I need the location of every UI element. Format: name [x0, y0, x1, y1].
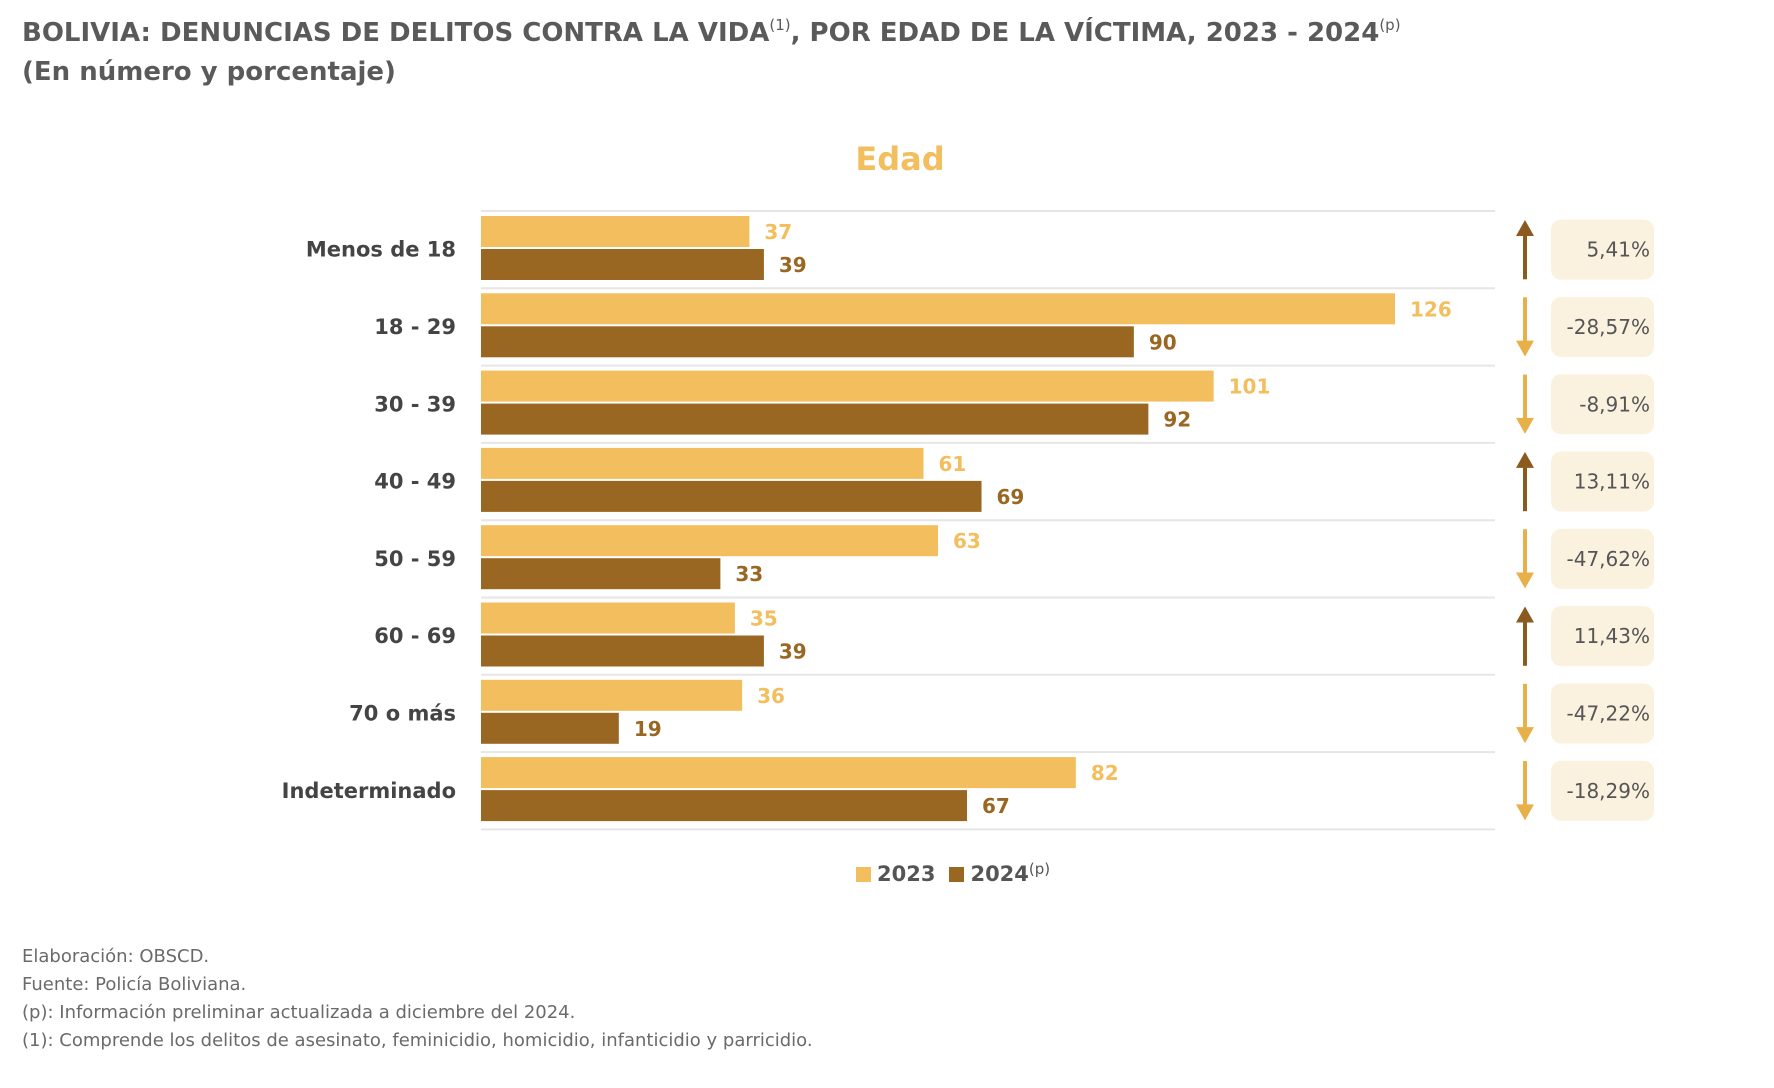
data-label-2023: 126	[1410, 297, 1452, 321]
legend-item-2024: 2024(p)	[949, 860, 1051, 886]
data-label-2023: 35	[750, 607, 778, 631]
data-label-2023: 37	[764, 220, 792, 244]
data-label-2024: 39	[779, 253, 807, 277]
change-badge	[1551, 219, 1654, 280]
legend-label-2023: 2023	[877, 862, 936, 886]
chart-subtitle: (En número y porcentaje)	[22, 57, 396, 87]
change-badge	[1551, 528, 1654, 589]
bar-2024	[481, 790, 968, 822]
arrow-down-head-icon	[1516, 572, 1534, 589]
data-label-2024: 39	[779, 640, 807, 664]
bar-2024	[481, 712, 619, 744]
change-label: 13,11%	[1574, 470, 1650, 494]
data-label-2024: 33	[735, 562, 763, 586]
chart-heading: Edad	[855, 140, 945, 178]
note-preliminar: (p): Información preliminar actualizada …	[22, 1002, 576, 1023]
category-label: 60 - 69	[374, 624, 456, 648]
arrow-up-head-icon	[1516, 606, 1534, 623]
bar-2023	[481, 679, 743, 711]
data-label-2024: 69	[997, 485, 1025, 509]
bar-2024	[481, 480, 982, 512]
arrow-up-head-icon	[1516, 220, 1534, 236]
category-label: Menos de 18	[306, 238, 456, 262]
bar-2023	[481, 293, 1395, 325]
legend-swatch-2023	[856, 866, 871, 882]
change-badge	[1551, 683, 1654, 744]
legend-swatch-2024	[949, 866, 965, 882]
arrow-up-head-icon	[1516, 451, 1534, 468]
data-label-2024: 19	[634, 717, 662, 741]
legend-preliminary-mark: (p)	[1028, 860, 1051, 878]
bar-2024	[481, 249, 764, 280]
bar-2023	[481, 447, 924, 479]
title-main: BOLIVIA: DENUNCIAS DE DELITOS CONTRA LA …	[22, 18, 770, 48]
note-fuente: Fuente: Policía Boliviana.	[22, 974, 247, 995]
data-label-2024: 92	[1163, 408, 1191, 432]
arrow-down-head-icon	[1516, 727, 1534, 744]
bar-2023	[481, 602, 735, 634]
legend: 2023 2024(p)	[856, 860, 1051, 886]
category-label: Indeterminado	[282, 779, 456, 803]
data-label-2023: 82	[1091, 761, 1119, 785]
bar-2024	[481, 635, 764, 667]
change-label: -18,29%	[1567, 779, 1650, 803]
arrow-down-head-icon	[1516, 804, 1534, 821]
data-label-2024: 67	[982, 794, 1010, 818]
bar-2024	[481, 403, 1149, 435]
change-label: 5,41%	[1586, 238, 1650, 262]
category-label: 40 - 49	[374, 470, 456, 494]
change-label: -47,22%	[1567, 701, 1650, 725]
bar-2023	[481, 525, 938, 557]
title-rest: , POR EDAD DE LA VÍCTIMA, 2023 - 2024	[790, 18, 1380, 48]
note-elaboracion: Elaboración: OBSCD.	[22, 946, 210, 967]
change-label: -8,91%	[1579, 392, 1650, 416]
category-label: 30 - 39	[374, 392, 456, 416]
category-label: 18 - 29	[374, 315, 456, 339]
bar-2024	[481, 326, 1134, 358]
change-label: -47,62%	[1567, 547, 1650, 571]
data-label-2023: 63	[953, 529, 981, 553]
title-preliminary-mark: (p)	[1379, 16, 1401, 34]
category-label: 70 o más	[349, 701, 456, 725]
change-badge	[1551, 451, 1654, 512]
change-label: -28,57%	[1567, 315, 1650, 339]
bar-2024	[481, 558, 721, 590]
arrow-down-head-icon	[1516, 417, 1534, 434]
change-badge	[1551, 374, 1654, 435]
change-badge	[1551, 606, 1654, 667]
data-label-2023: 36	[757, 684, 785, 708]
note-delitos: (1): Comprende los delitos de asesinato,…	[22, 1030, 813, 1051]
legend-item-2023: 2023	[856, 862, 935, 886]
bar-2023	[481, 216, 750, 247]
data-label-2024: 90	[1149, 330, 1177, 354]
legend-label-2024: 2024(p)	[970, 860, 1051, 886]
data-label-2023: 61	[938, 452, 966, 476]
change-badge	[1551, 296, 1654, 357]
bar-2023	[481, 370, 1214, 402]
change-label: 11,43%	[1574, 624, 1650, 648]
bar-2023	[481, 757, 1076, 789]
arrow-down-head-icon	[1516, 340, 1534, 357]
footnotes: Elaboración: OBSCD. Fuente: Policía Boli…	[22, 943, 813, 1055]
title-footnote-ref: (1)	[769, 16, 791, 34]
category-label: 50 - 59	[374, 547, 456, 571]
change-badge	[1551, 760, 1654, 821]
data-label-2023: 101	[1229, 375, 1271, 399]
chart-title: BOLIVIA: DENUNCIAS DE DELITOS CONTRA LA …	[22, 16, 1401, 48]
